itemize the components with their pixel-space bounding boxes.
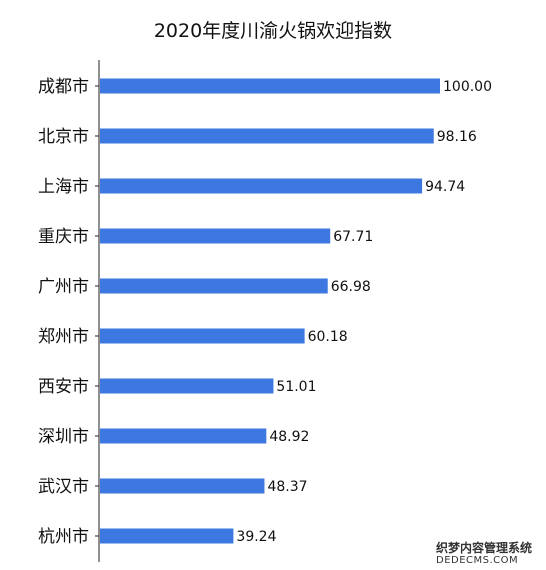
value-label: 94.74	[425, 179, 465, 195]
bar	[100, 528, 234, 544]
category-label: 杭州市	[38, 527, 89, 547]
category-label: 重庆市	[38, 227, 89, 247]
category-label: 武汉市	[38, 477, 89, 497]
category-label: 郑州市	[38, 327, 89, 347]
category-label: 深圳市	[38, 427, 89, 447]
bar	[100, 378, 274, 394]
bar	[100, 128, 434, 144]
category-label: 北京市	[38, 127, 89, 147]
watermark: 织梦内容管理系统 DEDECMS.COM	[436, 540, 540, 566]
bar	[100, 328, 305, 344]
value-label: 39.24	[236, 529, 276, 545]
bar	[100, 78, 440, 94]
bar	[100, 428, 267, 444]
value-label: 48.37	[267, 479, 307, 495]
value-label: 60.18	[308, 329, 348, 345]
bar	[100, 178, 423, 194]
value-label: 51.01	[276, 379, 316, 395]
value-label: 67.71	[333, 229, 373, 245]
watermark-bottom-text: DEDECMS.COM	[436, 555, 519, 566]
category-label: 成都市	[38, 77, 89, 97]
category-label: 上海市	[38, 177, 89, 197]
value-label: 66.98	[331, 279, 371, 295]
bar	[100, 478, 265, 494]
bar	[100, 228, 331, 244]
category-label: 西安市	[38, 377, 89, 397]
watermark-top-text: 织梦内容管理系统	[436, 540, 533, 555]
category-label: 广州市	[38, 277, 89, 297]
bar	[100, 278, 328, 294]
chart-title: 2020年度川渝火锅欢迎指数	[153, 20, 393, 42]
value-label: 98.16	[437, 129, 477, 145]
value-label: 48.92	[269, 429, 309, 445]
value-label: 100.00	[443, 79, 492, 95]
